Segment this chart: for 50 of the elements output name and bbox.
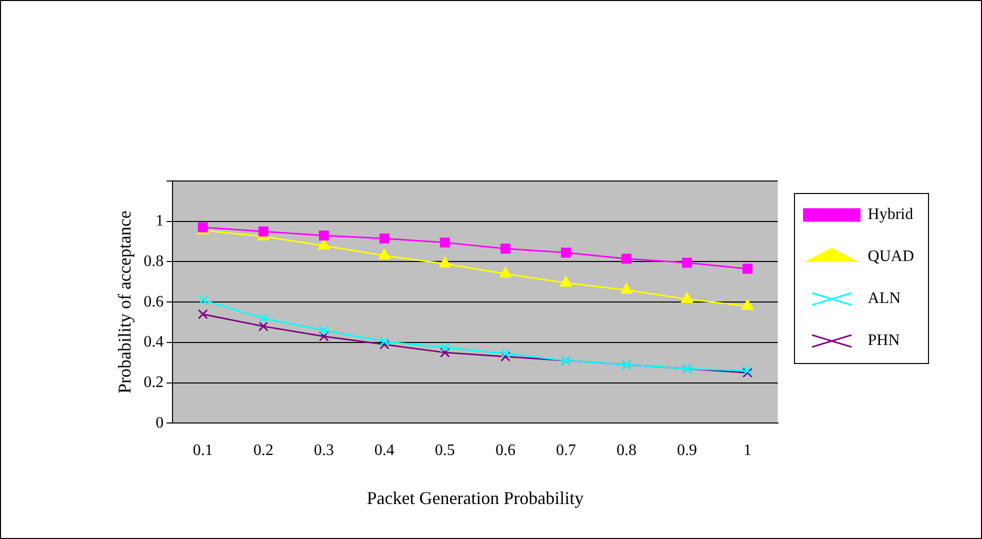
point: [681, 292, 693, 303]
x-tick-label: 0.1: [192, 442, 213, 460]
point: [258, 321, 268, 332]
y-tick-label: 0.2: [144, 374, 164, 392]
x-tick-label: 0.5: [434, 442, 455, 460]
y-tick-label: 0.6: [144, 293, 164, 310]
point: [379, 336, 390, 346]
y-tick-label: 0.4: [144, 334, 164, 351]
y-tick-label: 0.8: [144, 252, 164, 270]
legend-label: Hybrid: [868, 206, 914, 224]
y-tick-label: 1: [156, 212, 164, 230]
point: [378, 248, 390, 260]
x-tick-label: 0.3: [314, 442, 334, 460]
x-tick-label: 0.2: [253, 442, 274, 460]
y-axis-title: Probability of acceptance: [114, 210, 135, 394]
legend-label: QUAD: [868, 248, 914, 266]
point: [258, 226, 268, 236]
point: [621, 254, 632, 264]
point: [682, 258, 692, 268]
x-tick-label: 0.6: [495, 442, 516, 460]
point: [440, 348, 450, 358]
point: [318, 325, 329, 336]
point: [318, 331, 329, 342]
point: [500, 348, 510, 359]
point: [620, 283, 632, 294]
y-tick-label: 0: [156, 414, 164, 432]
x-tick-label: 0.8: [616, 442, 636, 460]
point: [198, 309, 208, 320]
point: [560, 248, 571, 258]
point: [500, 352, 510, 362]
legend-label: PHN: [868, 332, 900, 350]
x-axis-title: Packet Generation Probability: [366, 488, 584, 508]
point: [560, 276, 572, 287]
point: [440, 342, 450, 353]
point: [440, 238, 450, 248]
x-tick-label: 1: [744, 442, 752, 460]
point: [500, 244, 510, 254]
point: [379, 234, 390, 244]
x-tick-label: 0.7: [556, 442, 576, 460]
point: [500, 267, 512, 278]
x-tick-label: 0.9: [677, 442, 698, 460]
point: [379, 339, 390, 350]
point: [198, 295, 208, 306]
point: [438, 257, 451, 268]
legend-label: ALN: [868, 290, 902, 308]
point: [742, 299, 754, 310]
point: [742, 264, 753, 274]
point: [258, 313, 268, 324]
point: [318, 230, 329, 240]
x-tick-label: 0.4: [374, 442, 394, 460]
